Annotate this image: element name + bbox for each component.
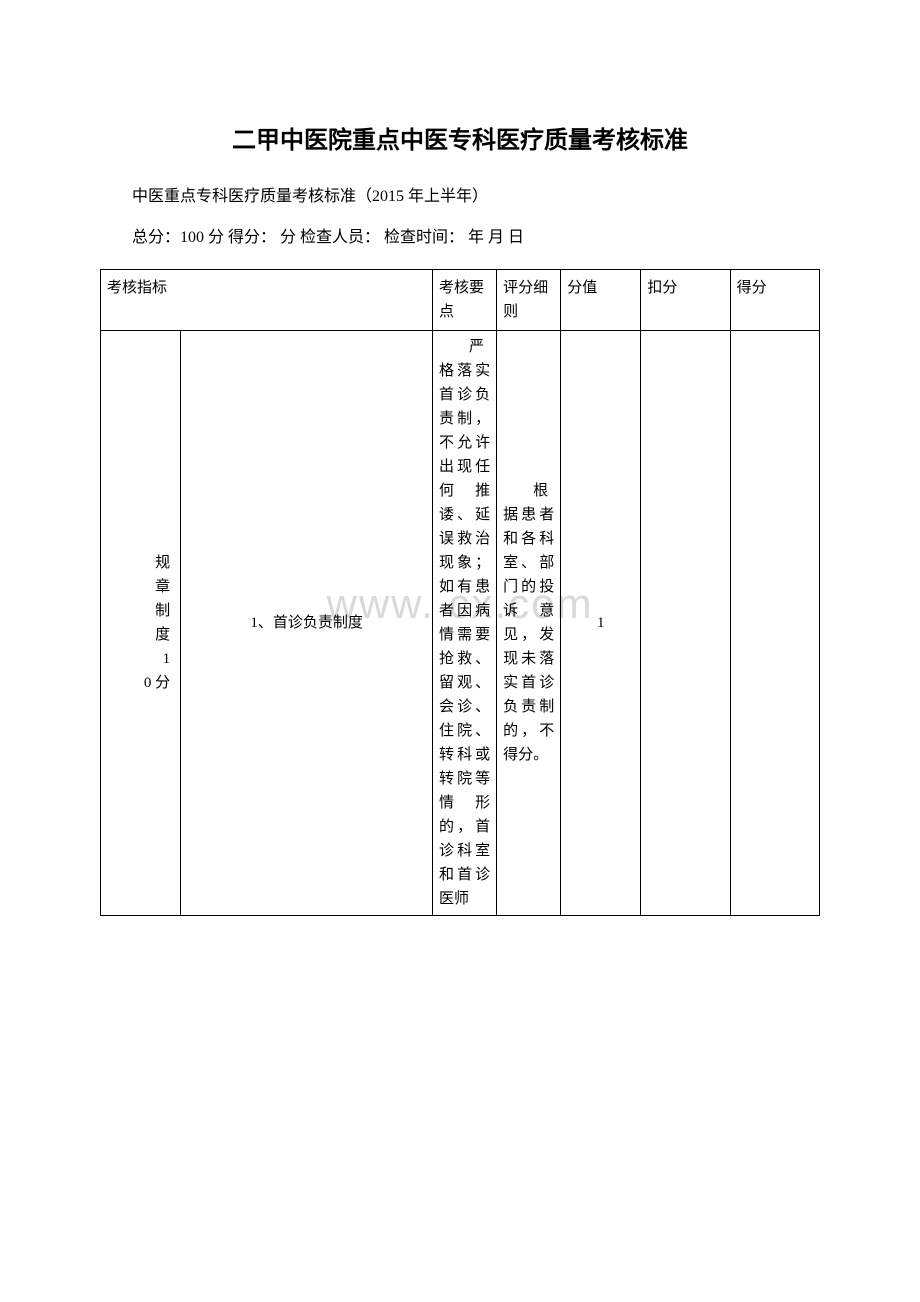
- header-keypoints: 考核要点: [433, 269, 497, 330]
- info-line: 总分：100 分 得分： 分 检查人员： 检查时间： 年 月 日: [100, 224, 820, 253]
- header-deduct: 扣分: [641, 269, 730, 330]
- page-title: 二甲中医院重点中医专科医疗质量考核标准: [100, 120, 820, 155]
- cell-deduct: [641, 330, 730, 915]
- header-indicator: 考核指标: [101, 269, 433, 330]
- cell-keypoints: 严格落实首诊负责制，不允许出现任何推诿、延误救治现象；如有患者因病情需要抢救、留…: [433, 330, 497, 915]
- table-row: 规 章 制 度 1 0 分 1、首诊负责制度 严格落实首诊负责制，不允许出现任何…: [101, 330, 820, 915]
- table-header-row: 考核指标 考核要点 评分细则 分值 扣分 得分: [101, 269, 820, 330]
- subtitle: 中医重点专科医疗质量考核标准（2015 年上半年）: [100, 183, 820, 212]
- cell-indicator: 1、首诊负责制度: [181, 330, 433, 915]
- cell-criteria: 根据患者和各科室、部门的投诉意见，发现未落实首诊负责制的，不得分。: [497, 330, 561, 915]
- cell-score: 1: [561, 330, 641, 915]
- cell-final: [730, 330, 819, 915]
- assessment-table: 考核指标 考核要点 评分细则 分值 扣分 得分 规 章 制 度 1 0 分 1、…: [100, 269, 820, 916]
- cell-category: 规 章 制 度 1 0 分: [101, 330, 181, 915]
- header-criteria: 评分细则: [497, 269, 561, 330]
- header-score: 分值: [561, 269, 641, 330]
- header-final: 得分: [730, 269, 819, 330]
- document-content: 二甲中医院重点中医专科医疗质量考核标准 中医重点专科医疗质量考核标准（2015 …: [100, 120, 820, 916]
